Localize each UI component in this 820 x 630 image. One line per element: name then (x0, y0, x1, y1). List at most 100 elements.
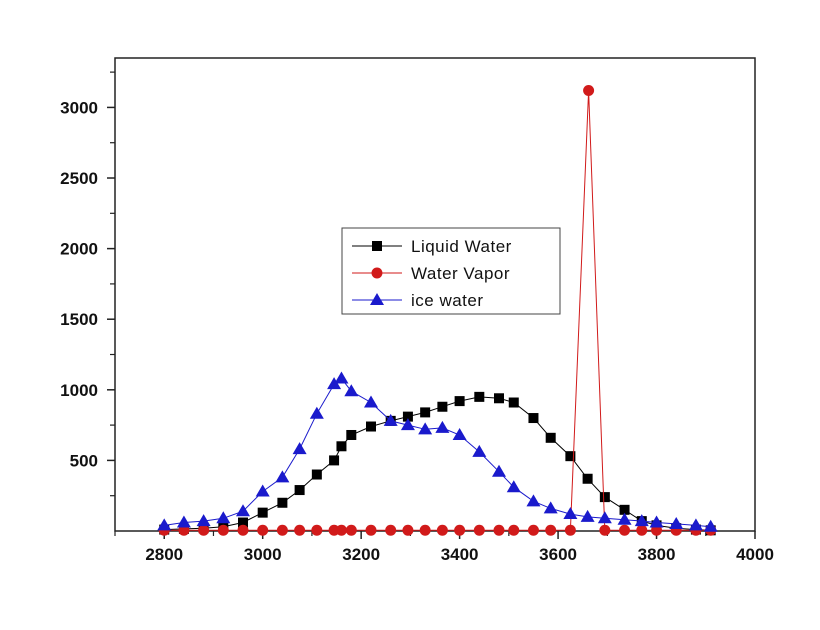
data-point (543, 501, 558, 514)
x-tick-label: 3200 (342, 545, 380, 564)
y-tick-label: 3000 (60, 98, 98, 117)
data-point (344, 384, 359, 397)
data-point (336, 441, 347, 452)
data-point (473, 524, 485, 536)
data-point (327, 377, 342, 390)
data-point (257, 507, 268, 518)
data-point (494, 393, 504, 404)
data-point (599, 524, 611, 536)
data-point (563, 507, 578, 520)
data-point (474, 391, 485, 402)
data-point (400, 418, 415, 431)
data-point (492, 464, 506, 477)
data-point (437, 401, 448, 412)
x-tick-label: 3800 (638, 545, 676, 564)
data-point (311, 524, 323, 536)
data-point (599, 492, 610, 503)
x-tick-label: 4000 (736, 545, 774, 564)
legend-marker (370, 293, 384, 305)
legend-label: Liquid Water (411, 237, 512, 256)
data-point (597, 511, 612, 524)
series-water-vapor (158, 84, 717, 536)
data-point (385, 524, 397, 536)
data-point (329, 455, 340, 466)
data-point (216, 511, 231, 524)
data-point (454, 396, 465, 407)
data-point (334, 371, 349, 384)
legend-label: Water Vapor (411, 264, 510, 283)
data-point (196, 514, 211, 527)
data-point (383, 413, 398, 426)
legend: Liquid Water Water Vapor ice water (341, 227, 561, 315)
data-point (636, 524, 648, 536)
data-point (309, 406, 324, 419)
data-point (157, 518, 172, 531)
data-point (366, 421, 376, 432)
data-point (619, 504, 630, 515)
data-point (277, 497, 288, 508)
y-tick-label: 500 (70, 451, 98, 470)
data-point (582, 473, 593, 484)
data-point (365, 524, 377, 536)
data-point (176, 515, 191, 528)
data-point (617, 512, 632, 525)
data-point (452, 427, 467, 440)
data-point (649, 515, 664, 528)
data-point (545, 432, 556, 443)
y-tick-label: 2500 (60, 169, 98, 188)
data-point (527, 524, 539, 536)
data-point (311, 469, 322, 480)
data-point (276, 524, 288, 536)
data-point (634, 514, 649, 527)
legend-label: ice water (411, 291, 484, 310)
data-point (506, 480, 521, 493)
data-point (564, 524, 576, 536)
data-point (237, 524, 249, 536)
data-point (420, 407, 431, 418)
data-point (257, 524, 269, 536)
x-tick-label: 2800 (145, 545, 183, 564)
data-point (528, 413, 539, 424)
data-point (688, 518, 703, 531)
data-point (419, 524, 431, 536)
series-ice-water (157, 371, 718, 532)
data-point (526, 494, 541, 507)
data-point (236, 504, 250, 517)
data-point (294, 524, 306, 536)
data-point (545, 524, 557, 536)
data-point (472, 444, 487, 457)
data-point (565, 451, 576, 462)
data-point (435, 420, 450, 433)
x-tick-label: 3000 (244, 545, 282, 564)
legend-marker (371, 267, 383, 279)
data-point (508, 524, 520, 536)
data-point (436, 524, 448, 536)
data-point (178, 524, 190, 536)
data-point (335, 524, 347, 536)
data-point (275, 470, 290, 483)
data-point (345, 524, 357, 536)
data-point (703, 519, 718, 532)
data-point (669, 516, 684, 529)
data-point (294, 485, 305, 496)
data-point (402, 411, 413, 422)
x-tick-label: 3600 (539, 545, 577, 564)
x-tick-label: 3400 (441, 545, 479, 564)
legend-marker (372, 241, 382, 251)
y-tick-label: 1000 (60, 381, 98, 400)
data-point (454, 524, 466, 536)
series-layer (157, 84, 718, 536)
data-point (198, 524, 210, 536)
data-point (493, 524, 505, 536)
data-point (583, 84, 595, 96)
y-tick-label: 2000 (60, 240, 98, 259)
data-point (346, 429, 357, 440)
data-point (508, 397, 519, 408)
data-point (238, 517, 248, 528)
data-point (402, 524, 414, 536)
data-point (292, 442, 307, 455)
data-point (580, 509, 595, 522)
data-point (418, 422, 433, 435)
y-tick-label: 1500 (60, 310, 98, 329)
